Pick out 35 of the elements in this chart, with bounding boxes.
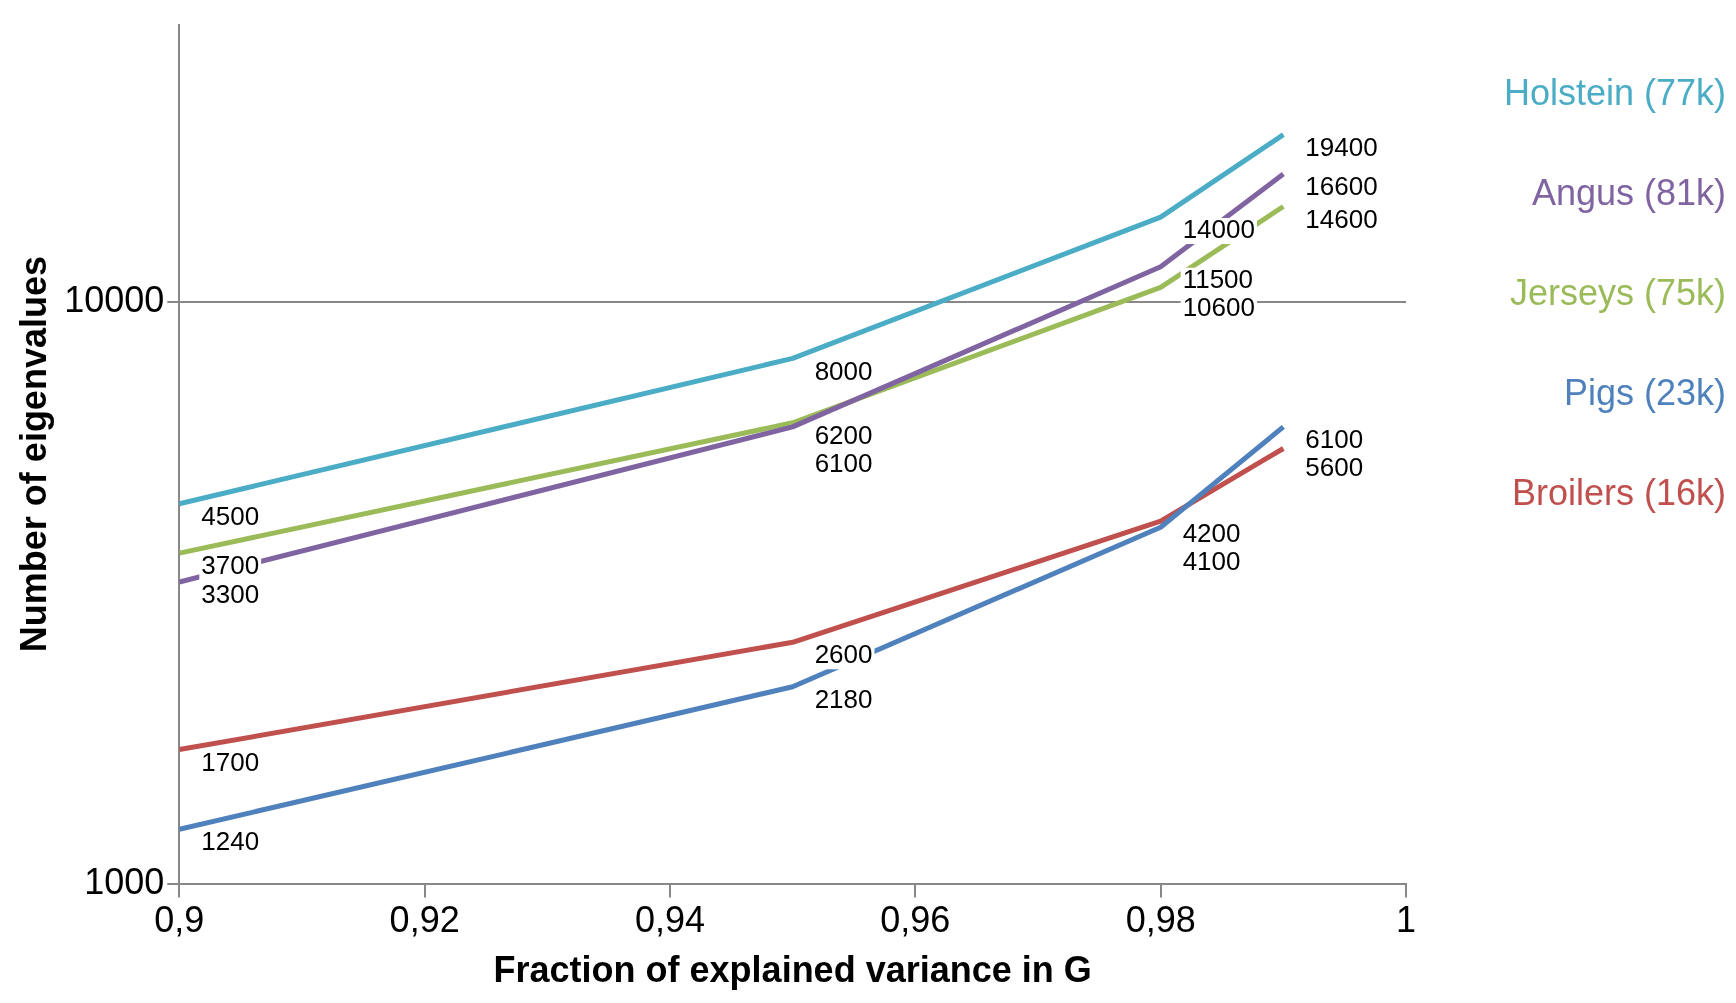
data-label: 6200 (814, 419, 873, 450)
text: Angus (81k) (1531, 171, 1726, 213)
y-axis-title: Number of eigenvalues (12, 256, 54, 653)
data-label: 2180 (814, 683, 873, 714)
x-tick-label: 0,98 (1125, 899, 1196, 941)
x-tick-label: 0,92 (389, 899, 460, 941)
data-label: 14000 (1182, 214, 1255, 245)
y-tick-label: 1000 (84, 860, 165, 902)
x-tick-label: 0,94 (634, 899, 706, 941)
data-label: 11500 (1182, 263, 1254, 294)
data-label: 3700 (201, 550, 260, 581)
text: Jerseys (75k) (1509, 271, 1726, 313)
data-label: 6100 (1305, 424, 1364, 455)
data-label: 16600 (1305, 171, 1378, 202)
data-label: 2600 (814, 639, 873, 670)
data-label: 14600 (1305, 203, 1378, 234)
data-label: 8000 (814, 355, 873, 386)
data-label: 10600 (1182, 291, 1255, 322)
data-label: 4500 (201, 500, 260, 531)
data-label: 1700 (201, 746, 260, 777)
text: Broilers (16k) (1511, 471, 1726, 513)
x-tick-label: 0,9 (154, 899, 205, 941)
x-tick-label: 1 (1395, 899, 1417, 941)
x-axis-title: Fraction of explained variance in G (493, 949, 1092, 991)
y-tick-label: 10000 (64, 278, 165, 320)
data-label: 4100 (1182, 546, 1241, 577)
text: Holstein (77k) (1503, 71, 1726, 113)
data-label: 5600 (1305, 452, 1364, 483)
data-label: 3300 (201, 579, 260, 610)
data-label: 19400 (1305, 131, 1378, 162)
x-tick-label: 0,96 (880, 899, 951, 941)
data-label: 4200 (1182, 518, 1241, 549)
data-label: 6100 (814, 447, 873, 478)
data-label: 1240 (201, 826, 260, 857)
text: Pigs (23k) (1563, 371, 1726, 413)
